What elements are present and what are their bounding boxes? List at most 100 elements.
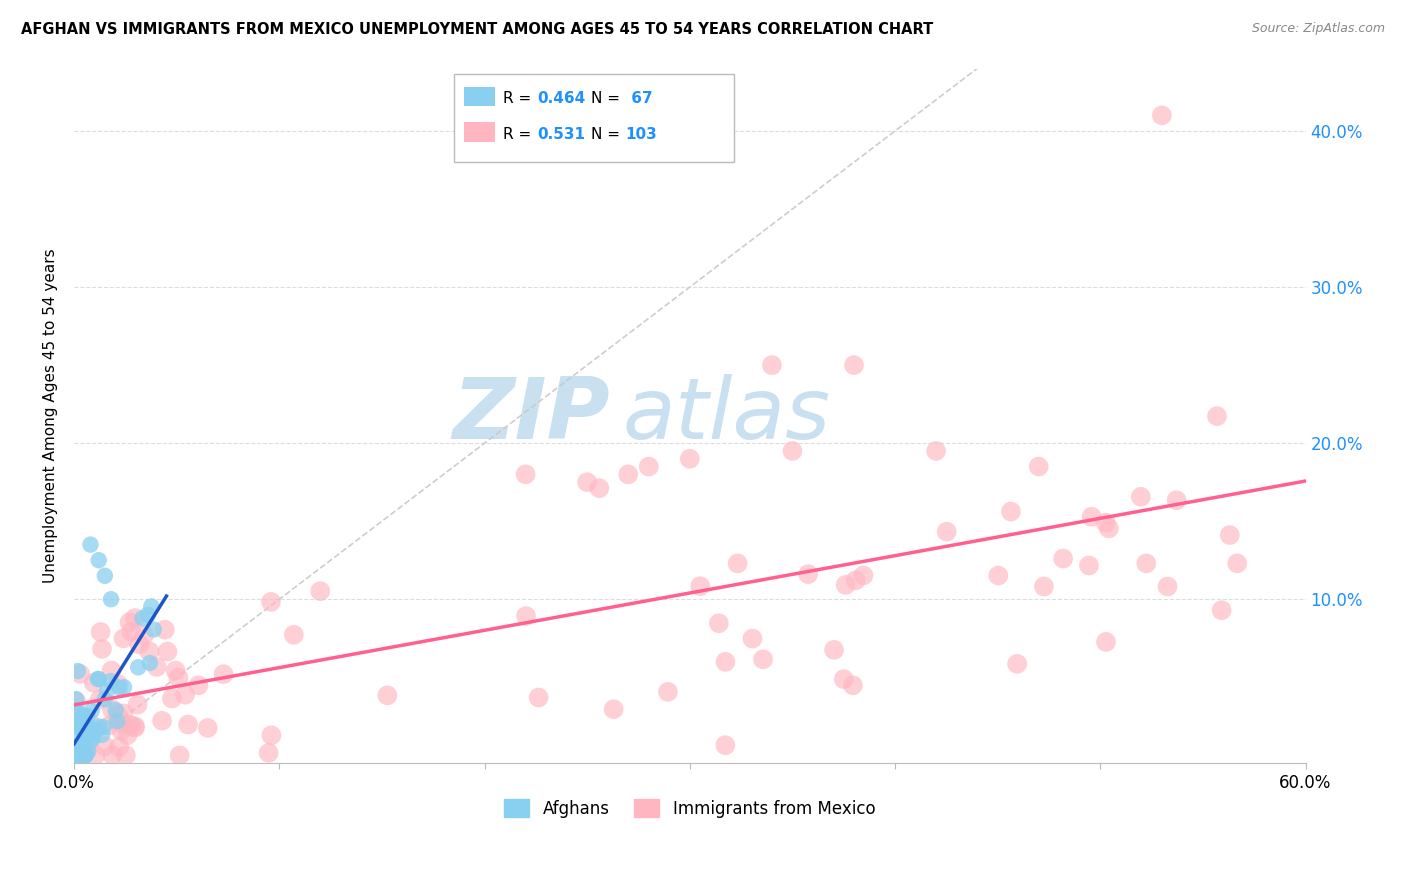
Point	[283, 628, 305, 642]
Y-axis label: Unemployment Among Ages 45 to 54 years: Unemployment Among Ages 45 to 54 years	[44, 249, 58, 583]
Point	[114, 716, 136, 731]
Point	[187, 678, 209, 692]
Point	[527, 690, 550, 705]
Point	[935, 524, 957, 539]
Point	[1000, 504, 1022, 518]
Text: AFGHAN VS IMMIGRANTS FROM MEXICO UNEMPLOYMENT AMONG AGES 45 TO 54 YEARS CORRELAT: AFGHAN VS IMMIGRANTS FROM MEXICO UNEMPLO…	[21, 22, 934, 37]
Point	[70, 748, 93, 763]
Point	[87, 719, 110, 733]
Point	[142, 623, 165, 637]
Point	[131, 611, 153, 625]
Point	[1206, 409, 1229, 424]
Point	[67, 739, 90, 753]
Text: 67: 67	[626, 91, 652, 106]
Point	[100, 674, 122, 689]
Point	[124, 721, 146, 735]
Point	[127, 698, 149, 712]
Point	[105, 714, 128, 729]
Point	[101, 702, 124, 716]
Point	[104, 703, 127, 717]
Point	[136, 607, 159, 622]
Point	[260, 728, 283, 742]
Point	[132, 628, 155, 642]
Point	[66, 664, 89, 678]
Point	[63, 714, 86, 729]
Point	[79, 538, 101, 552]
Point	[1052, 551, 1074, 566]
Point	[94, 569, 117, 583]
Point	[112, 706, 135, 721]
Point	[75, 748, 97, 763]
Point	[80, 704, 103, 718]
Point	[832, 672, 855, 686]
Point	[69, 748, 91, 763]
Point	[75, 745, 97, 759]
Point	[115, 748, 138, 763]
Point	[93, 720, 115, 734]
Point	[165, 664, 187, 678]
Point	[169, 748, 191, 763]
Point	[67, 748, 90, 763]
Point	[65, 744, 87, 758]
Point	[689, 579, 711, 593]
Point	[90, 624, 112, 639]
Point	[70, 747, 93, 762]
Text: 103: 103	[626, 127, 658, 142]
Text: N =: N =	[591, 91, 624, 106]
Point	[108, 739, 131, 754]
Point	[63, 748, 86, 763]
Point	[1095, 635, 1118, 649]
Point	[150, 714, 173, 728]
Point	[77, 744, 100, 758]
Point	[108, 681, 131, 695]
Point	[257, 746, 280, 760]
Point	[91, 728, 114, 742]
Point	[145, 660, 167, 674]
Point	[89, 692, 111, 706]
Point	[1166, 493, 1188, 508]
Point	[63, 720, 86, 734]
Point	[782, 444, 804, 458]
Point	[82, 731, 104, 746]
Point	[852, 568, 875, 582]
Point	[96, 683, 118, 698]
Point	[212, 667, 235, 681]
Point	[65, 748, 87, 763]
Point	[100, 664, 122, 678]
Point	[1219, 528, 1241, 542]
Point	[112, 680, 135, 694]
Point	[107, 677, 129, 691]
Point	[1005, 657, 1028, 671]
Point	[602, 702, 624, 716]
Point	[63, 748, 86, 763]
Point	[65, 694, 87, 708]
Point	[1135, 557, 1157, 571]
Point	[75, 748, 97, 763]
Point	[83, 675, 105, 690]
Text: 0.531: 0.531	[537, 127, 585, 142]
Point	[124, 611, 146, 625]
Point	[75, 715, 97, 730]
Point	[797, 567, 820, 582]
Point	[110, 723, 132, 738]
Point	[714, 655, 737, 669]
Point	[79, 716, 101, 731]
Point	[65, 748, 87, 763]
Point	[1077, 558, 1099, 573]
Point	[69, 748, 91, 763]
Point	[1129, 490, 1152, 504]
Point	[93, 692, 115, 706]
Point	[100, 592, 122, 607]
Point	[67, 748, 90, 763]
Point	[823, 643, 845, 657]
Point	[127, 660, 149, 674]
Point	[65, 735, 87, 749]
Point	[657, 685, 679, 699]
Point	[761, 358, 783, 372]
Point	[120, 624, 142, 639]
Text: R =: R =	[503, 91, 537, 106]
Point	[72, 725, 94, 739]
Point	[1032, 579, 1054, 593]
Point	[84, 748, 107, 763]
Point	[834, 578, 856, 592]
